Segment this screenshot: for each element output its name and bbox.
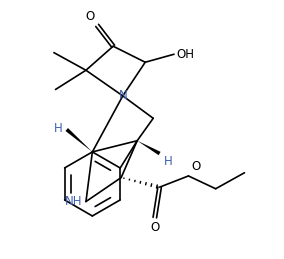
- Polygon shape: [137, 141, 160, 155]
- Text: H: H: [164, 155, 172, 168]
- Text: NH: NH: [65, 195, 83, 208]
- Text: O: O: [150, 221, 159, 234]
- Text: O: O: [85, 10, 95, 23]
- Text: OH: OH: [177, 48, 195, 61]
- Text: O: O: [192, 160, 201, 173]
- Polygon shape: [66, 128, 92, 152]
- Text: H: H: [54, 122, 63, 135]
- Text: N: N: [119, 89, 128, 102]
